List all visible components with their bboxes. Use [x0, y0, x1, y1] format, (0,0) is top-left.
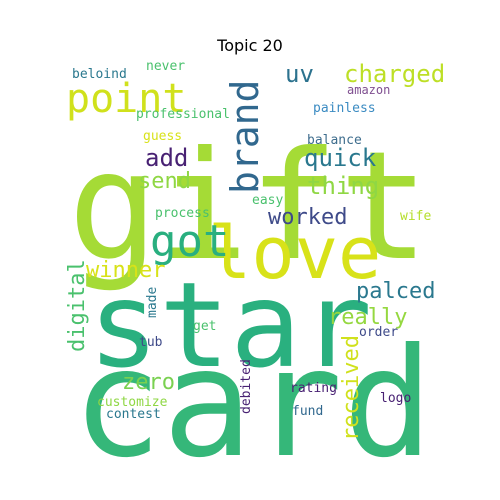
word-zero: zero	[122, 370, 175, 395]
word-palced: palced	[356, 279, 435, 304]
word-order: order	[359, 325, 398, 340]
word-quick: quick	[304, 144, 377, 172]
word-thing: thing	[307, 172, 379, 200]
chart-title: Topic 20	[217, 36, 283, 55]
word-professional: professional	[136, 107, 230, 122]
word-wife: wife	[400, 209, 431, 224]
word-debited: debited	[239, 359, 254, 414]
word-received: received	[339, 335, 364, 441]
word-love: love	[208, 211, 381, 295]
word-charged: charged	[344, 60, 445, 88]
word-never: never	[146, 59, 185, 74]
word-get: get	[193, 319, 216, 334]
word-card: card	[72, 317, 433, 491]
word-winner: winner	[86, 258, 165, 283]
word-send: send	[138, 169, 191, 194]
word-made: made	[145, 287, 160, 318]
word-process: process	[155, 206, 210, 221]
word-guess: guess	[143, 129, 182, 144]
word-got: got	[150, 216, 229, 267]
word-point: point	[66, 76, 186, 122]
word-digital: digital	[65, 259, 90, 352]
word-brand: brand	[223, 80, 267, 194]
word-logo: logo	[380, 391, 411, 406]
word-fund: fund	[292, 404, 323, 419]
word-contest: contest	[106, 407, 161, 422]
word-balance: balance	[307, 133, 362, 148]
word-really: really	[328, 305, 407, 330]
word-star: star	[88, 256, 372, 394]
word-uv: uv	[285, 60, 314, 88]
word-rating: rating	[290, 381, 337, 396]
word-customize: customize	[97, 395, 168, 410]
word-painless: painless	[313, 101, 376, 116]
word-gift: gift	[68, 120, 429, 294]
word-amazon: amazon	[347, 83, 390, 97]
word-tub: tub	[139, 335, 163, 350]
word-easy: easy	[252, 193, 283, 208]
word-worked: worked	[268, 205, 347, 230]
word-beloind: beloind	[72, 67, 127, 82]
word-add: add	[145, 144, 188, 172]
